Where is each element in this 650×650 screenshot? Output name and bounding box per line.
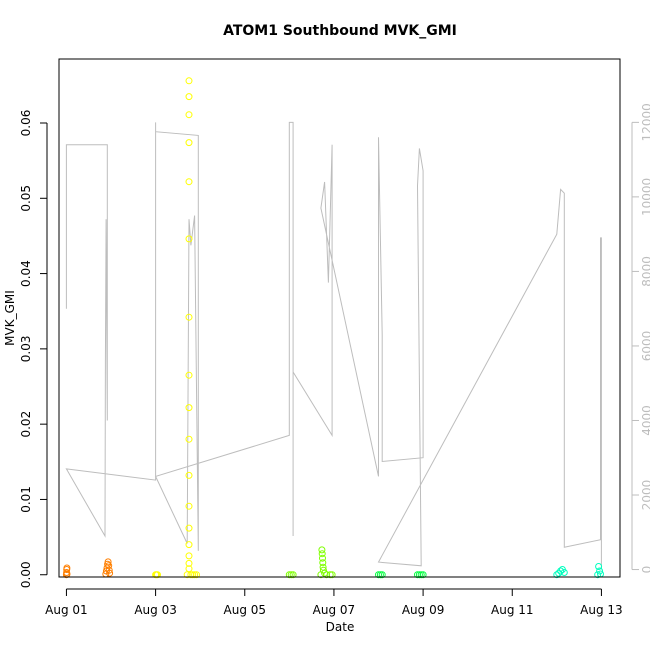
data-point [417,571,425,579]
data-point [191,571,199,579]
secondary-line-layer [65,121,602,570]
y-tick-label: 0.01 [19,486,33,513]
data-point [189,571,197,579]
x-tick-label: Aug 13 [580,603,623,617]
data-point [560,569,568,576]
secondary-series-line [65,121,602,570]
y2-tick-label: 0 [640,566,650,574]
data-point [328,571,336,579]
data-point [104,558,112,566]
data-point [375,571,382,579]
data-point [185,541,193,549]
data-point [553,571,561,579]
data-point [185,502,193,510]
x-tick-label: Aug 07 [313,603,356,617]
plot-frame [58,58,621,578]
y2-tick-label: 6000 [640,331,650,362]
y-tick-label: 0.04 [19,260,33,287]
y-tick-label: 0.02 [19,411,33,438]
data-point [319,559,327,567]
data-point [287,571,295,579]
x-tick-label: Aug 09 [402,603,445,617]
data-point [185,139,193,147]
data-point [193,571,200,579]
axes-layer: 0.00 0.01 0.02 0.03 0.04 0.05 0.06 0 2000 4000 600… [19,103,650,617]
y-axis-label: MVK_GMI [3,290,17,346]
data-point [595,563,603,570]
y2-tick-label: 12000 [640,103,650,141]
data-point [185,111,193,119]
data-point [185,77,193,85]
y2-tick-label: 10000 [640,178,650,216]
data-point [185,565,193,573]
data-point [185,559,193,567]
data-point [318,550,326,558]
data-point [318,546,326,554]
data-point [185,552,193,560]
y-tick-label: 0.03 [19,336,33,363]
data-point [185,435,193,443]
data-point [185,178,193,186]
data-point [419,571,427,579]
x-tick-label: Aug 05 [224,603,267,617]
y-tick-label: 0.00 [19,561,33,588]
data-point [326,571,334,579]
data-point [185,235,193,243]
data-point [285,571,293,579]
y2-tick-label: 8000 [640,256,650,287]
data-point [557,567,565,575]
data-point [319,554,326,562]
x-tick-label: Aug 01 [45,603,88,617]
data-point [594,571,602,579]
data-point [185,524,193,532]
chart-title: ATOM1 Southbound MVK_GMI [223,23,457,39]
data-point [289,571,297,579]
y-tick-label: 0.05 [19,185,33,212]
y2-tick-label: 2000 [640,480,650,511]
y2-tick-label: 4000 [640,405,650,436]
data-point [185,93,193,101]
data-point [106,569,114,577]
data-point [154,571,161,579]
y-tick-label: 0.06 [19,110,33,137]
data-point [105,566,113,574]
data-point [596,567,604,575]
data-point [185,371,193,379]
data-point [185,404,193,412]
data-point [378,571,386,579]
x-axis-label: Date [326,620,355,634]
data-point [185,313,193,321]
scatter-points-layer [62,77,604,579]
data-point [185,471,193,479]
data-point [105,562,113,570]
x-tick-label: Aug 11 [491,603,534,617]
data-point [62,571,70,579]
x-tick-label: Aug 03 [134,603,177,617]
